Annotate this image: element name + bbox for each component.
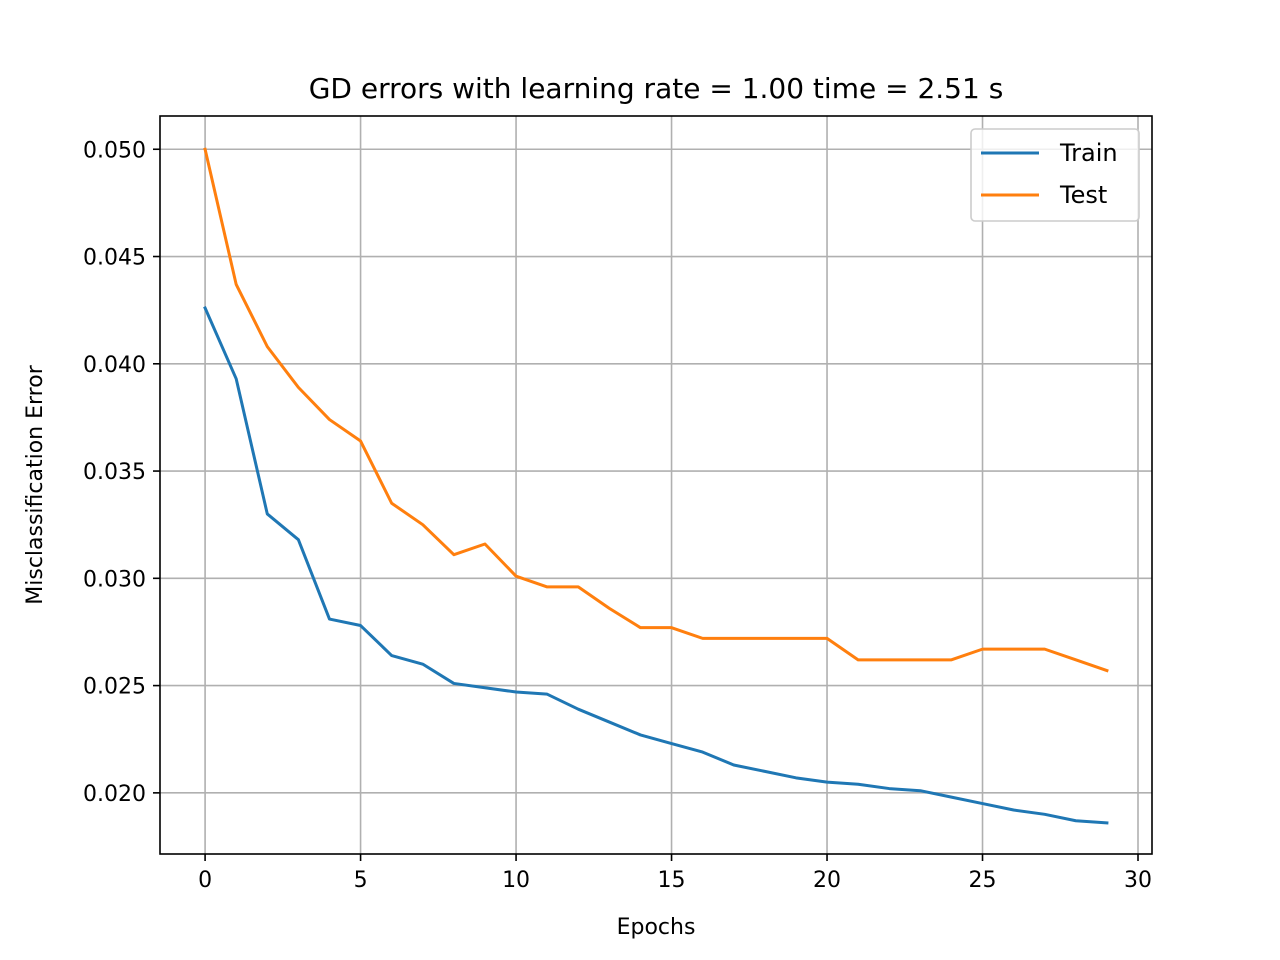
x-tick-label: 0 — [198, 868, 212, 893]
series-line-test — [203, 147, 1109, 673]
series-line-train — [203, 306, 1109, 825]
x-tick-label: 20 — [813, 868, 841, 893]
y-axis-label: Misclassification Error — [23, 364, 48, 604]
series-lines — [203, 147, 1109, 825]
y-tick-label: 0.045 — [83, 246, 146, 271]
y-tick-label: 0.020 — [83, 782, 146, 807]
x-tick-label: 5 — [354, 868, 368, 893]
legend: Train Test — [970, 128, 1140, 222]
legend-label-train: Train — [1059, 139, 1118, 167]
y-tick-label: 0.035 — [83, 460, 146, 485]
x-tick-label: 10 — [502, 868, 530, 893]
y-tick-label: 0.050 — [83, 138, 146, 163]
legend-label-test: Test — [1059, 181, 1107, 209]
axis-ticks: 0 5 10 15 20 25 30 0.020 0.025 0.030 0.035 0.040 0.0… — [83, 138, 1152, 893]
y-tick-label: 0.030 — [83, 567, 146, 592]
grid-lines — [160, 116, 1152, 854]
x-tick-label: 30 — [1124, 868, 1152, 893]
y-tick-label: 0.025 — [83, 675, 146, 700]
chart-title: GD errors with learning rate = 1.00 time… — [309, 72, 1004, 105]
axes-frame — [159, 115, 1153, 855]
x-axis-label: Epochs — [617, 915, 696, 940]
x-tick-label: 25 — [969, 868, 997, 893]
y-tick-label: 0.040 — [83, 353, 146, 378]
x-tick-label: 15 — [658, 868, 686, 893]
